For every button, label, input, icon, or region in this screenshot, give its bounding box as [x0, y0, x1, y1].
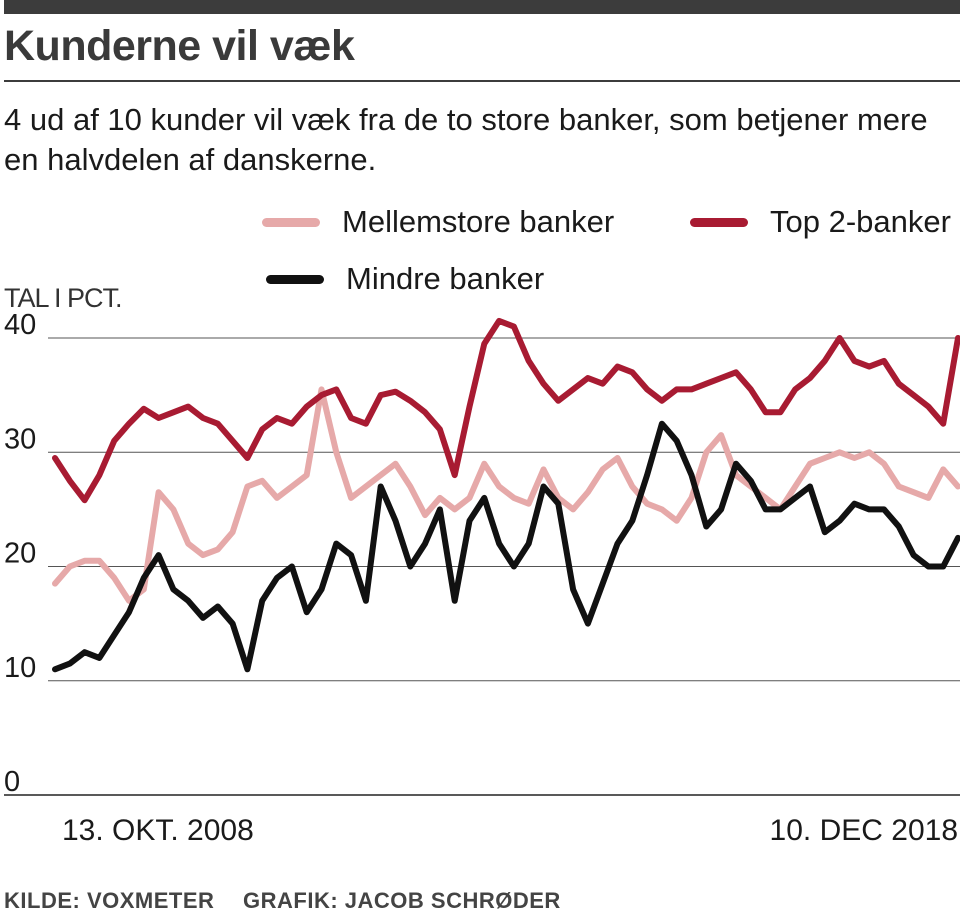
credit-text: GRAFIK: JACOB SCHRØDER — [243, 888, 561, 913]
unit-label: TAL I PCT. — [4, 283, 123, 313]
legend-swatch-mellemstore — [262, 217, 320, 227]
y-tick-label-20: 20 — [4, 538, 36, 570]
series-line-mindre-banker — [52, 420, 960, 673]
legend-item-mellemstore: Mellemstore banker — [262, 204, 614, 240]
legend-item-mindre: Mindre banker — [266, 261, 544, 297]
legend-label-top2: Top 2-banker — [770, 204, 951, 239]
chart-title: Kunderne vil væk — [4, 22, 355, 70]
y-tick-label-30: 30 — [4, 423, 36, 455]
legend-label-mindre: Mindre banker — [346, 261, 545, 296]
top-bar — [4, 0, 960, 14]
source-line: KILDE: VOXMETER GRAFIK: JACOB SCHRØDER — [4, 888, 583, 914]
y-tick-labels: 0 10 20 30 40 — [4, 309, 36, 798]
series-line-mellemstore-banker — [52, 386, 960, 604]
legend-swatch-top2 — [690, 217, 748, 227]
x-end-label: 10. DEC 2018 — [770, 814, 958, 847]
series-line-top-2-banker — [52, 317, 960, 504]
source-text: KILDE: VOXMETER — [4, 888, 215, 913]
legend-label-mellemstore: Mellemstore banker — [342, 204, 615, 239]
legend-swatch-mindre — [266, 274, 324, 284]
grid-lines — [4, 337, 960, 796]
y-tick-label-10: 10 — [4, 652, 36, 684]
y-tick-label-0: 0 — [4, 766, 20, 798]
y-tick-label-40: 40 — [4, 309, 36, 341]
series-lines — [52, 317, 960, 673]
chart-subtitle: 4 ud af 10 kunder vil væk fra de to stor… — [4, 102, 928, 177]
x-start-label: 13. OKT. 2008 — [62, 814, 254, 847]
legend-item-top2: Top 2-banker — [690, 204, 951, 240]
title-rule — [4, 80, 960, 82]
